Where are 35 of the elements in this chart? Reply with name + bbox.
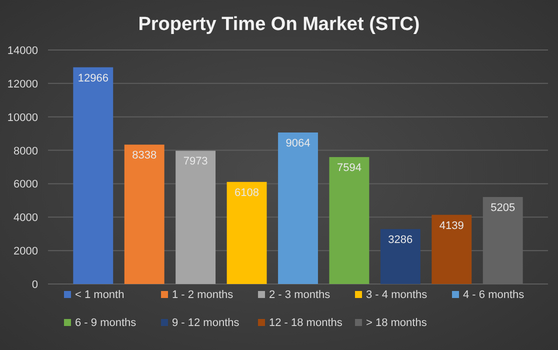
data-label: 9064 <box>286 138 310 150</box>
legend-label: > 18 months <box>366 317 428 329</box>
legend-label: 4 - 6 months <box>463 289 525 301</box>
data-label: 6108 <box>234 186 260 199</box>
bar <box>329 157 370 284</box>
data-label: 7973 <box>183 156 208 168</box>
y-tick-label: 14000 <box>7 45 38 57</box>
legend-label: 2 - 3 months <box>269 289 331 301</box>
bar <box>278 132 318 284</box>
y-tick-label: 12000 <box>7 78 38 90</box>
y-tick-label: 0 <box>32 279 38 291</box>
y-tick-label: 10000 <box>7 112 38 124</box>
y-tick-label: 4000 <box>14 212 38 224</box>
legend-label: 12 - 18 months <box>269 317 343 329</box>
y-tick-label: 6000 <box>14 178 38 191</box>
chart-title: Property Time On Market (STC) <box>138 14 420 35</box>
data-label: 5205 <box>490 202 516 214</box>
bar <box>432 214 472 284</box>
data-label: 12966 <box>78 72 108 84</box>
data-label: 3286 <box>388 234 413 246</box>
legend-label: 9 - 12 months <box>172 317 240 329</box>
data-label: 4139 <box>439 220 464 232</box>
legend-label: < 1 month <box>75 289 124 301</box>
legend-label: 6 - 9 months <box>75 317 137 329</box>
bar <box>176 150 216 284</box>
y-tick-label: 8000 <box>14 145 38 158</box>
bar <box>124 144 164 284</box>
y-tick-label: 2000 <box>14 246 38 258</box>
data-label: 8338 <box>132 150 157 162</box>
legend-label: 1 - 2 months <box>172 289 234 301</box>
legend-label: 3 - 4 months <box>366 289 428 301</box>
data-label: 7594 <box>336 162 362 174</box>
bar <box>73 67 114 284</box>
bar <box>226 182 267 284</box>
bar <box>380 229 420 284</box>
